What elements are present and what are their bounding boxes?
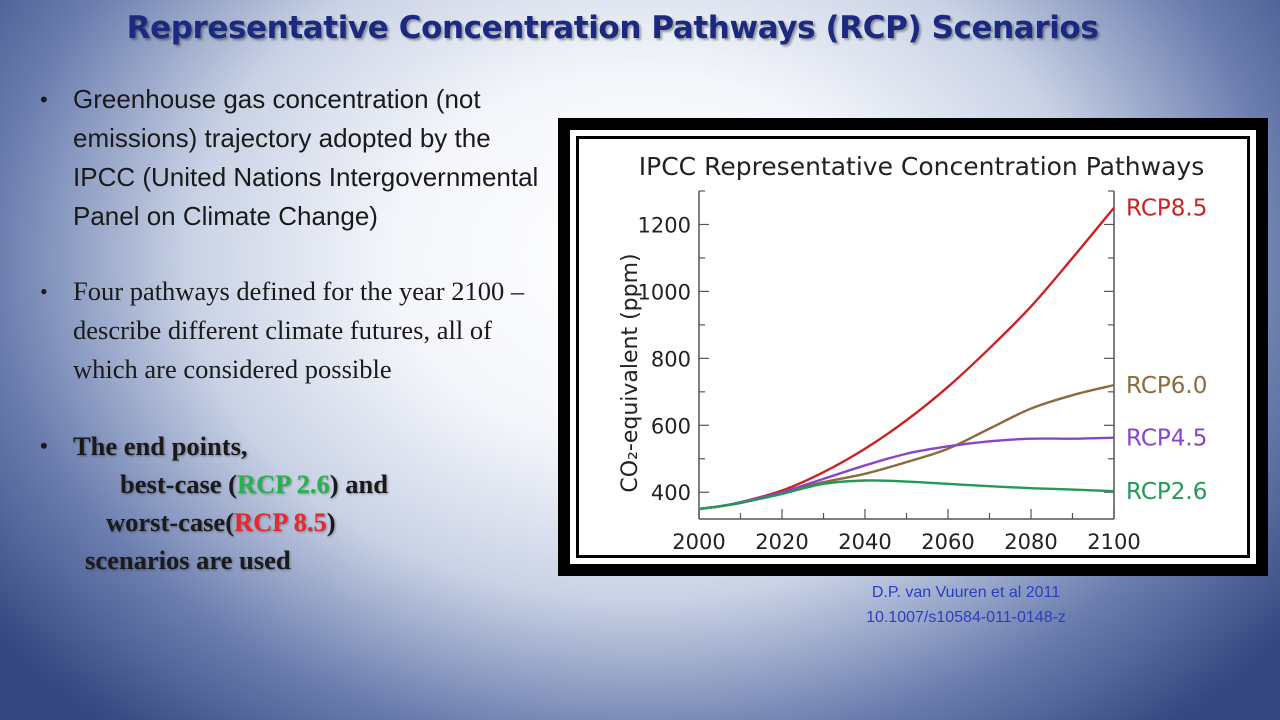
y-tick-label: 1200 xyxy=(638,213,691,237)
best-case-close: ) and xyxy=(329,469,388,499)
citation-author: D.P. van Vuuren et al 2011 xyxy=(871,584,1061,601)
worst-case-text: worst-case( xyxy=(106,507,235,537)
bullet-dot: • xyxy=(40,87,48,112)
slide-title: Representative Concentration Pathways (R… xyxy=(126,10,1099,46)
best-case-rcp: RCP 2.6 xyxy=(237,469,330,499)
end-points-line: The end points, xyxy=(73,431,248,461)
chart-panel: IPCC Representative Concentration Pathwa… xyxy=(579,139,1247,555)
worst-case-line: worst-case(RCP 8.5) xyxy=(73,503,540,541)
series-label-rcp45: RCP4.5 xyxy=(1126,426,1207,452)
bullet-item: • Four pathways defined for the year 210… xyxy=(40,272,540,389)
bullet-item: • Greenhouse gas concentration (not emis… xyxy=(40,80,540,236)
series-line-rcp26 xyxy=(698,479,1115,511)
rcp-line-chart: IPCC Representative Concentration Pathwa… xyxy=(618,152,1207,554)
bullet-text: Four pathways defined for the year 2100 … xyxy=(73,276,525,384)
chart-frame-border-inner: IPCC Representative Concentration Pathwa… xyxy=(576,136,1250,558)
series-line-rcp60 xyxy=(698,383,1115,511)
series-label-rcp85: RCP8.5 xyxy=(1126,196,1207,222)
chart-title: IPCC Representative Concentration Pathwa… xyxy=(639,152,1204,181)
scenarios-line: scenarios are used xyxy=(85,545,291,575)
bullet-dot: • xyxy=(40,433,48,458)
series-label-rcp60: RCP6.0 xyxy=(1126,373,1207,399)
x-tick-label: 2020 xyxy=(755,530,808,554)
bullet-item-end-points: • The end points, best-case (RCP 2.6) an… xyxy=(40,427,540,579)
chart-frame: IPCC Representative Concentration Pathwa… xyxy=(558,118,1268,576)
y-tick-label: 600 xyxy=(651,414,691,438)
y-tick-label: 800 xyxy=(651,347,691,371)
x-tick-label: 2040 xyxy=(838,530,891,554)
x-tick-label: 2000 xyxy=(672,530,725,554)
worst-case-rcp: RCP 8.5 xyxy=(234,507,327,537)
citation-doi: 10.1007/s10584-011-0148-z xyxy=(866,609,1066,626)
x-tick-label: 2080 xyxy=(1004,530,1057,554)
citation: D.P. van Vuuren et al 2011 10.1007/s1058… xyxy=(800,580,1132,630)
worst-case-close: ) xyxy=(326,507,336,537)
chart-frame-border: IPCC Representative Concentration Pathwa… xyxy=(570,130,1256,564)
best-case-text: best-case ( xyxy=(120,469,237,499)
bullet-dot: • xyxy=(40,279,48,304)
series-label-rcp26: RCP2.6 xyxy=(1126,479,1207,505)
best-case-line: best-case (RCP 2.6) and xyxy=(73,465,540,503)
series-line-rcp85 xyxy=(698,206,1115,511)
bullet-list: • Greenhouse gas concentration (not emis… xyxy=(40,80,540,579)
x-tick-label: 2060 xyxy=(921,530,974,554)
y-tick-label: 1000 xyxy=(638,280,691,304)
y-tick-label: 400 xyxy=(651,481,691,505)
x-tick-label: 2100 xyxy=(1087,530,1140,554)
y-axis-label: CO₂-equivalent (ppm) xyxy=(618,253,643,492)
bullet-text: Greenhouse gas concentration (not emissi… xyxy=(73,84,539,231)
